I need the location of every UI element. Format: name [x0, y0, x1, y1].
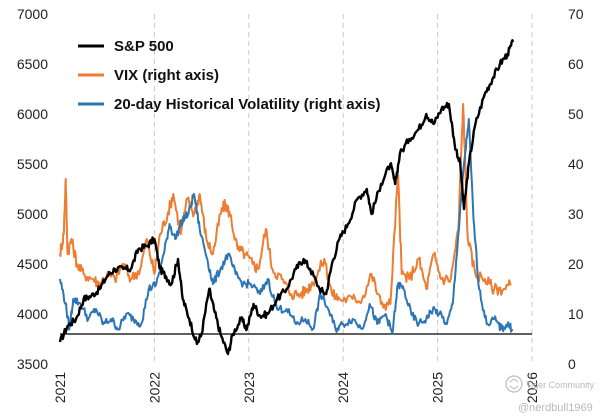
gridlines [153, 14, 533, 364]
left-tick-label: 6000 [17, 106, 48, 122]
legend: S&P 500 VIX (right axis) 20-day Historical… [78, 38, 380, 113]
right-axis-ticks: 0 10 20 30 40 50 60 70 [568, 6, 584, 372]
x-tick-label: 2021 [52, 372, 68, 403]
right-tick-label: 70 [568, 6, 584, 22]
left-tick-label: 5000 [17, 206, 48, 222]
legend-sp500-label: S&P 500 [114, 38, 174, 55]
x-tick-label: 2024 [335, 372, 351, 403]
x-tick-label: 2023 [241, 372, 257, 403]
left-tick-label: 7000 [17, 6, 48, 22]
left-tick-label: 5500 [17, 156, 48, 172]
right-tick-label: 20 [568, 256, 584, 272]
left-tick-label: 6500 [17, 56, 48, 72]
legend-hist-vol-label: 20-day Historical Volatility (right axis… [114, 96, 380, 113]
vix-line [59, 103, 512, 311]
right-tick-label: 40 [568, 156, 584, 172]
x-tick-label: 2022 [146, 372, 162, 403]
sp500-line [58, 39, 515, 356]
watermark-handle: @nerdbull1969 [518, 402, 593, 414]
x-tick-label: 2025 [430, 372, 446, 403]
hist-vol-line [59, 118, 514, 335]
left-tick-label: 3500 [17, 356, 48, 372]
right-tick-label: 0 [568, 356, 576, 372]
watermark-brand: Tiger Community [526, 380, 595, 390]
legend-vix-label: VIX (right axis) [114, 67, 219, 84]
right-tick-label: 50 [568, 106, 584, 122]
left-axis-ticks: 3500 4000 4500 5000 5500 6000 6500 7000 [17, 6, 48, 372]
x-axis-ticks: 2021 2022 2023 2024 2025 2026 [52, 372, 540, 403]
x-tick-label: 2026 [524, 372, 540, 403]
watermark: Tiger Community @nerdbull1969 [505, 375, 595, 414]
right-tick-label: 30 [568, 206, 584, 222]
left-tick-label: 4500 [17, 256, 48, 272]
left-tick-label: 4000 [17, 306, 48, 322]
tiger-logo-icon [505, 375, 523, 393]
series-group [58, 39, 515, 356]
right-tick-label: 60 [568, 56, 584, 72]
right-tick-label: 10 [568, 306, 584, 322]
